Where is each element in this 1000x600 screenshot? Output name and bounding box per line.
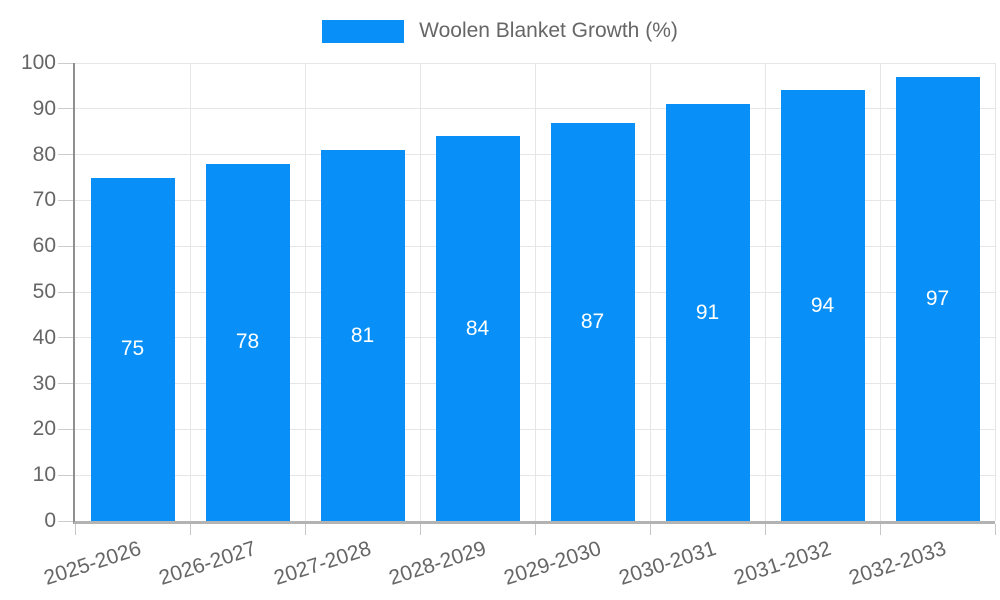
bar[interactable]: 75 [90, 177, 175, 521]
bar[interactable]: 81 [320, 150, 405, 521]
x-axis-tick-label: 2032-2033 [846, 536, 949, 590]
plot-area: 75 78 81 84 87 91 94 97 2025-2026 2026-2027 2027-2… [41, 62, 996, 590]
y-tick-mark [58, 108, 73, 110]
legend-label: Woolen Blanket Growth (%) [419, 19, 678, 42]
y-axis-tick-label: 70 [32, 188, 56, 212]
bar-value-label: 81 [350, 323, 375, 347]
x-tick-mark [649, 524, 651, 535]
v-gridline [419, 63, 421, 521]
y-tick-mark [58, 520, 73, 522]
y-tick-mark [58, 474, 73, 476]
bar[interactable]: 91 [665, 104, 750, 521]
v-gridline [764, 63, 766, 521]
x-tick-mark [994, 524, 996, 535]
v-gridline [304, 63, 306, 521]
x-tick-mark [764, 524, 766, 535]
y-axis-tick-label: 30 [32, 371, 56, 395]
x-tick-mark [419, 524, 421, 535]
legend-item[interactable]: Woolen Blanket Growth (%) [322, 19, 678, 43]
bar-value-label: 94 [810, 293, 835, 317]
bar-value-label: 91 [695, 300, 720, 324]
x-tick-mark [189, 524, 191, 535]
v-gridline [189, 63, 191, 521]
y-axis-tick-label: 20 [32, 417, 56, 441]
x-axis-tick-label: 2029-2030 [501, 536, 604, 590]
chart-legend: Woolen Blanket Growth (%) [0, 19, 1000, 43]
y-tick-mark [58, 154, 73, 156]
x-axis-tick-label: 2028-2029 [386, 536, 489, 590]
x-axis-tick-label: 2025-2026 [41, 536, 144, 590]
bar-value-label: 78 [235, 330, 260, 354]
v-gridline [534, 63, 536, 521]
y-tick-mark [58, 428, 73, 430]
y-axis-tick-label: 10 [32, 463, 56, 487]
bar[interactable]: 97 [895, 76, 980, 521]
bar-value-label: 97 [925, 286, 950, 310]
legend-swatch-icon [322, 19, 405, 43]
x-tick-mark [74, 524, 76, 535]
y-tick-mark [58, 62, 73, 64]
x-axis-tick-label: 2026-2027 [156, 536, 259, 590]
y-axis-tick-label: 40 [32, 325, 56, 349]
y-axis-tick-label: 80 [32, 142, 56, 166]
y-axis-tick-label: 90 [32, 96, 56, 120]
y-axis-tick-label: 60 [32, 234, 56, 258]
y-tick-mark [58, 291, 73, 293]
x-axis-tick-label: 2031-2032 [731, 536, 834, 590]
v-gridline [994, 63, 996, 521]
x-axis-tick-label: 2027-2028 [271, 536, 374, 590]
x-tick-mark [879, 524, 881, 535]
y-tick-mark [58, 337, 73, 339]
bar[interactable]: 78 [205, 163, 290, 521]
bar-value-label: 84 [465, 316, 490, 340]
bar[interactable]: 94 [780, 90, 865, 521]
bar[interactable]: 87 [550, 122, 635, 521]
x-axis-tick-label: 2030-2031 [616, 536, 719, 590]
y-tick-mark [58, 245, 73, 247]
bar[interactable]: 84 [435, 136, 520, 521]
x-tick-mark [304, 524, 306, 535]
bar-value-label: 75 [120, 337, 145, 361]
y-tick-mark [58, 199, 73, 201]
x-tick-mark [534, 524, 536, 535]
y-axis-tick-label: 50 [32, 280, 56, 303]
y-axis-tick-label: 100 [20, 51, 56, 74]
v-gridline [879, 63, 881, 521]
v-gridline [649, 63, 651, 521]
y-axis-tick-label: 0 [44, 509, 56, 532]
bar-value-label: 87 [580, 309, 605, 333]
y-tick-mark [58, 383, 73, 385]
